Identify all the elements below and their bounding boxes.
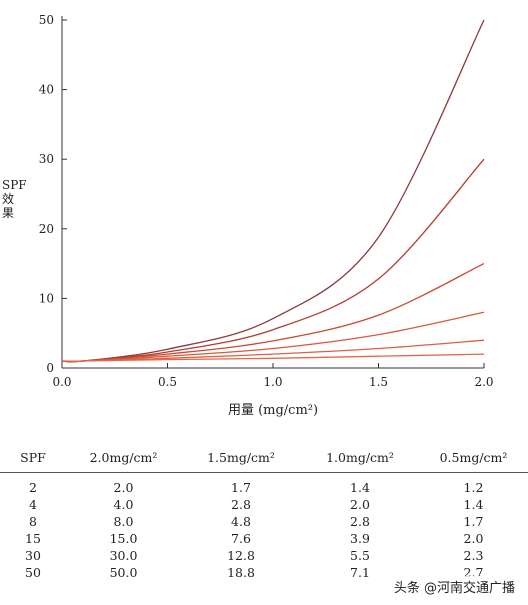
table-cell: 4.0 xyxy=(113,497,134,512)
table-cell: 30 xyxy=(25,548,41,563)
y-tick-label: 20 xyxy=(39,222,54,236)
table-cell: 8 xyxy=(29,514,37,529)
x-tick-label: 1.0 xyxy=(263,375,282,389)
table-cell: 15.0 xyxy=(109,531,138,546)
table-cell: 1.4 xyxy=(463,497,484,512)
table-header: 2.0mg/cm² xyxy=(89,450,158,465)
chart-ticks: 0 10 20 30 40 50 0.0 0.5 1.0 1.5 2.0 xyxy=(39,13,494,389)
series-line-spf-2 xyxy=(61,353,485,362)
table-cell: 1.7 xyxy=(463,514,484,529)
table-cell: 2 xyxy=(29,480,37,495)
table-cell: 5.5 xyxy=(350,548,370,563)
spf-table: SPF 2.0mg/cm² 1.5mg/cm² 1.0mg/cm² 0.5mg/… xyxy=(0,450,528,581)
x-axis-label: 用量 (mg/cm²) xyxy=(227,403,319,418)
table-header-row: SPF 2.0mg/cm² 1.5mg/cm² 1.0mg/cm² 0.5mg/… xyxy=(0,450,528,473)
table-cell: 15 xyxy=(25,531,41,546)
table-header: 1.0mg/cm² xyxy=(326,450,394,465)
y-tick-label: 50 xyxy=(39,13,54,27)
table-cell: 7.6 xyxy=(231,531,251,546)
table-cell: 18.8 xyxy=(227,565,255,580)
table-cell: 2.0 xyxy=(463,531,484,546)
table-cell: 2.0 xyxy=(350,497,370,512)
x-tick-label: 1.5 xyxy=(369,375,388,389)
x-tick-label: 0.0 xyxy=(52,375,71,389)
table-row: 4 4.0 2.8 2.0 1.4 xyxy=(0,496,528,513)
chart-axes xyxy=(61,16,484,369)
x-tick-label: 2.0 xyxy=(474,375,493,389)
series-line-spf-15 xyxy=(61,263,485,363)
table-cell: 50.0 xyxy=(109,565,138,580)
table-cell: 30.0 xyxy=(109,548,138,563)
y-axis-label: SPF效果 xyxy=(2,178,27,220)
table-header: 1.5mg/cm² xyxy=(207,450,275,465)
table-cell: 1.2 xyxy=(463,480,484,495)
y-tick-label: 40 xyxy=(39,83,54,97)
table-cell: 2.8 xyxy=(350,514,370,529)
table-row: 15 15.0 7.6 3.9 2.0 xyxy=(0,530,528,547)
table-cell: 2.0 xyxy=(113,480,134,495)
table-row: 30 30.0 12.8 5.5 2.3 xyxy=(0,547,528,564)
table-cell: 4 xyxy=(29,497,37,512)
chart-series xyxy=(61,19,485,363)
table-cell: 2.8 xyxy=(231,497,251,512)
table-cell: 8.0 xyxy=(113,514,134,529)
table-cell: 7.1 xyxy=(350,565,370,580)
table-cell: 1.7 xyxy=(231,480,251,495)
table-cell: 50 xyxy=(25,565,41,580)
table-row: 8 8.0 4.8 2.8 1.7 xyxy=(0,513,528,530)
table-cell: 12.8 xyxy=(227,548,255,563)
y-tick-label: 30 xyxy=(39,152,54,166)
table-row: 2 2.0 1.7 1.4 1.2 xyxy=(0,473,528,497)
series-line-spf-30 xyxy=(61,158,485,363)
table-cell: 4.8 xyxy=(231,514,251,529)
series-line-spf-50 xyxy=(61,19,485,363)
table-cell: 3.9 xyxy=(350,531,370,546)
table-cell: 2.3 xyxy=(463,548,484,563)
y-tick-label: 0 xyxy=(46,361,54,375)
watermark: 头条 @河南交通广播 xyxy=(390,576,518,597)
table-header: 0.5mg/cm² xyxy=(439,450,508,465)
x-tick-label: 0.5 xyxy=(158,375,177,389)
spf-chart: 0 10 20 30 40 50 0.0 0.5 1.0 1.5 2.0 xyxy=(39,13,494,389)
table-header: SPF xyxy=(20,450,46,465)
y-tick-label: 10 xyxy=(39,291,54,305)
table-cell: 1.4 xyxy=(350,480,370,495)
